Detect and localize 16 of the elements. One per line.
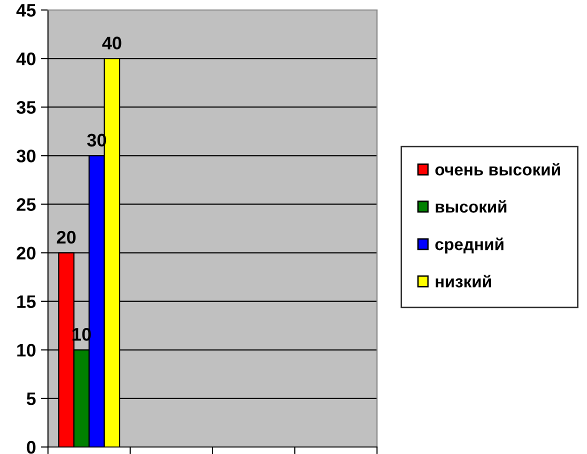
legend-label: средний — [435, 238, 504, 254]
legend-label: низкий — [436, 274, 491, 288]
legend-label: высокий — [436, 200, 506, 213]
y-tick-label: 0 — [26, 440, 36, 454]
y-tick-label: 35 — [16, 101, 36, 114]
legend-label: очень высокий — [435, 162, 560, 176]
data-label: 20 — [56, 230, 76, 244]
y-tick-label: 30 — [16, 150, 36, 162]
y-tick-label: 25 — [16, 198, 36, 211]
y-tick-label: 45 — [16, 4, 36, 17]
y-tick-label: 15 — [17, 295, 36, 308]
y-tick-label: 5 — [26, 392, 36, 406]
data-label: 40 — [102, 36, 122, 50]
y-tick-label: 20 — [16, 246, 36, 260]
y-tick-label: 10 — [17, 344, 36, 357]
y-tick-label: 40 — [16, 52, 36, 66]
